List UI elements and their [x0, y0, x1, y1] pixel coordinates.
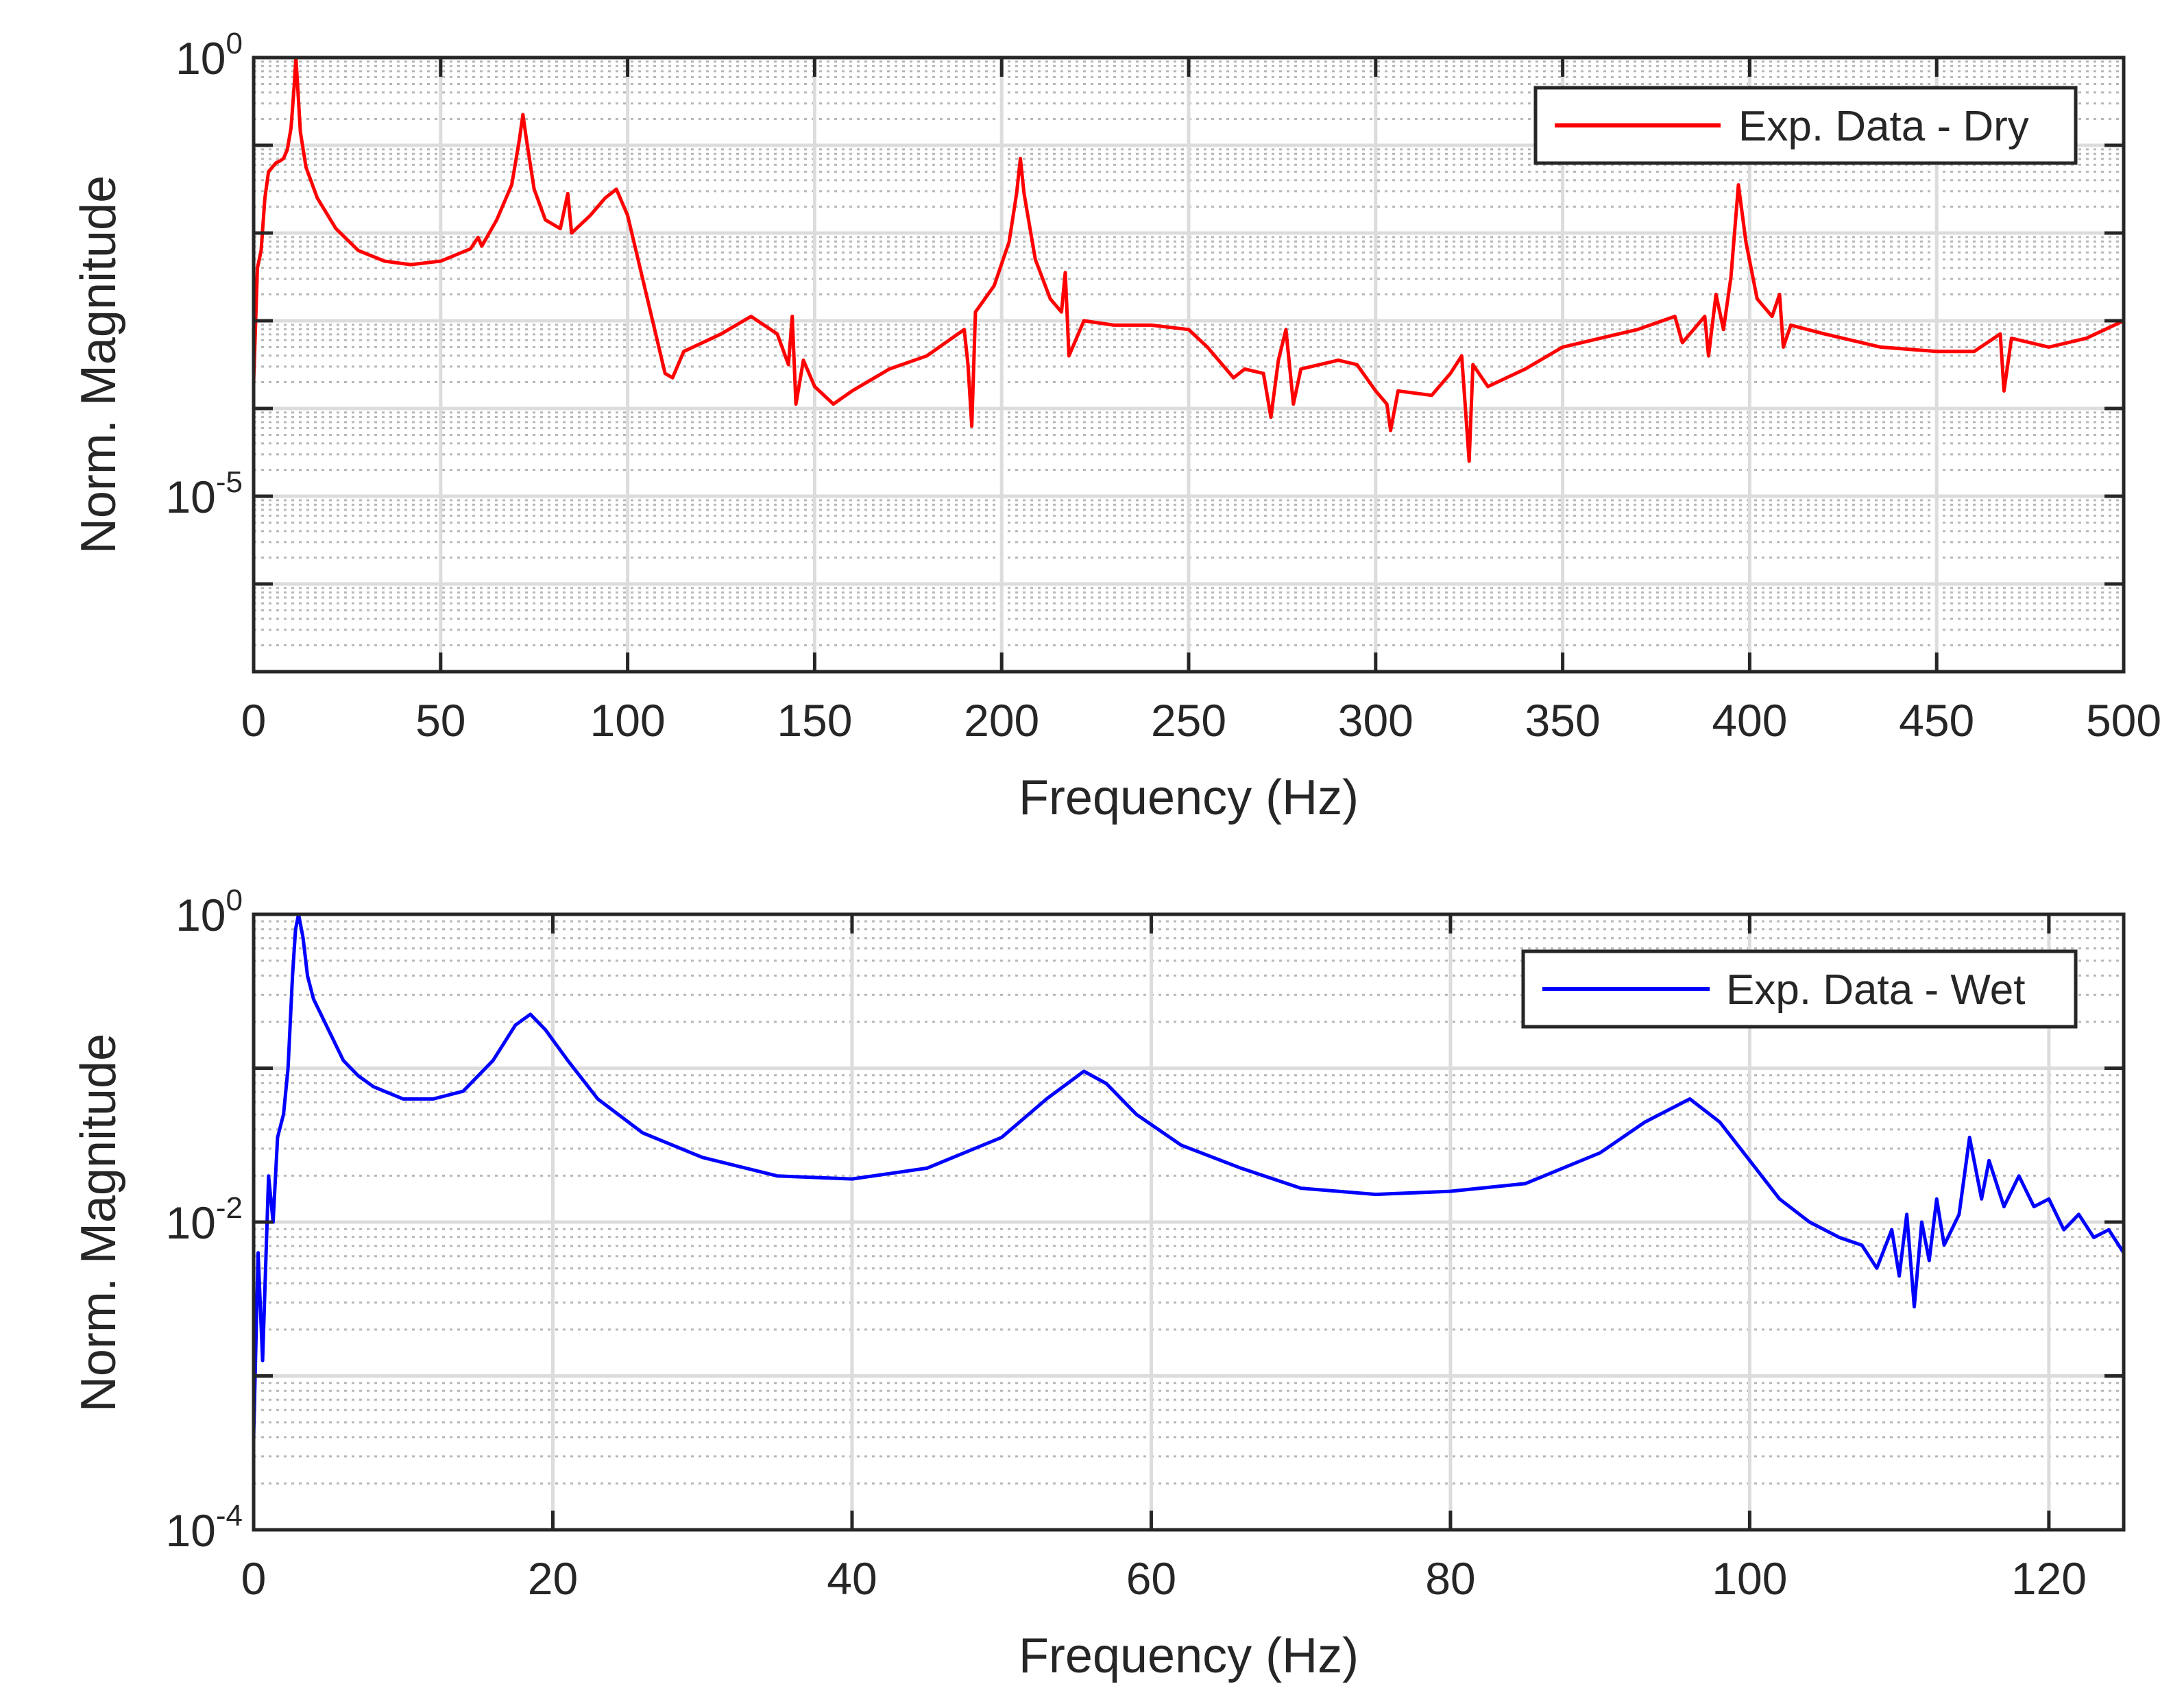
wet-xtick-labels: 0 20 40 60 80 100 120: [241, 1553, 2087, 1604]
dry-x-tick-label: 100: [590, 695, 666, 746]
wet-x-tick-label: 80: [1425, 1553, 1475, 1604]
wet-legend-box: [1521, 949, 2078, 1029]
dry-ytick-labels: 100 10-5: [165, 27, 243, 522]
dry-x-tick-label: 350: [1525, 695, 1601, 746]
wet-x-tick-label: 60: [1126, 1553, 1176, 1604]
wet-x-tick-label: 100: [1712, 1553, 1787, 1604]
dry-legend-label: Exp. Data - Dry: [1738, 103, 2029, 150]
dry-x-tick-label: 50: [415, 695, 465, 746]
dry-x-axis-label: Frequency (Hz): [1019, 770, 1359, 825]
dry-legend: Exp. Data - Dry: [1533, 86, 2078, 165]
wet-grid: [254, 914, 2124, 1530]
wet-legend: Exp. Data - Wet: [1521, 949, 2078, 1029]
wet-ytick-labels: 100 10-2 10-4: [165, 883, 243, 1556]
dry-x-tick-label: 450: [1899, 695, 1974, 746]
wet-x-tick-label: 20: [528, 1553, 578, 1604]
dry-x-tick-label: 500: [2086, 695, 2161, 746]
wet-x-axis-label: Frequency (Hz): [1019, 1628, 1359, 1683]
dry-x-tick-label: 150: [777, 695, 852, 746]
wet-x-tick-label: 0: [241, 1553, 267, 1604]
dry-grid: [254, 58, 2124, 672]
wet-y-axis-label: Norm. Magnitude: [71, 1034, 126, 1412]
dry-x-tick-label: 250: [1151, 695, 1226, 746]
dry-x-tick-label: 400: [1712, 695, 1787, 746]
dry-xtick-labels: 0 50 100 150 200 250 300 350 400 450 500: [241, 695, 2161, 746]
dry-y-tick-label: 10-5: [165, 465, 243, 522]
dry-ticks: [252, 56, 2126, 674]
wet-series-line: [252, 912, 2126, 1438]
wet-x-tick-label: 120: [2011, 1553, 2087, 1604]
chart-dry: 0 50 100 150 200 250 300 350 400 450 500 100 10-5 F…: [71, 27, 2161, 825]
dry-series-line: [252, 56, 2125, 463]
wet-y-tick-label: 10-2: [165, 1191, 243, 1248]
chart-wet: 0 20 40 60 80 100 120 100 10-2 10-4 Frequency (H…: [71, 883, 2126, 1683]
wet-x-tick-label: 40: [827, 1553, 877, 1604]
wet-line-layer: [252, 912, 2126, 1438]
dry-x-tick-label: 200: [964, 695, 1039, 746]
dry-y-axis-label: Norm. Magnitude: [71, 175, 126, 554]
dry-y-tick-label: 100: [175, 27, 243, 84]
wet-legend-label: Exp. Data - Wet: [1726, 966, 2025, 1014]
dry-x-tick-label: 0: [241, 695, 267, 746]
wet-ticks: [252, 912, 2124, 1532]
wet-y-tick-label: 10-4: [165, 1499, 243, 1556]
dry-x-tick-label: 300: [1338, 695, 1413, 746]
wet-y-tick-label: 100: [175, 883, 243, 940]
dry-line-layer: [252, 56, 2125, 463]
